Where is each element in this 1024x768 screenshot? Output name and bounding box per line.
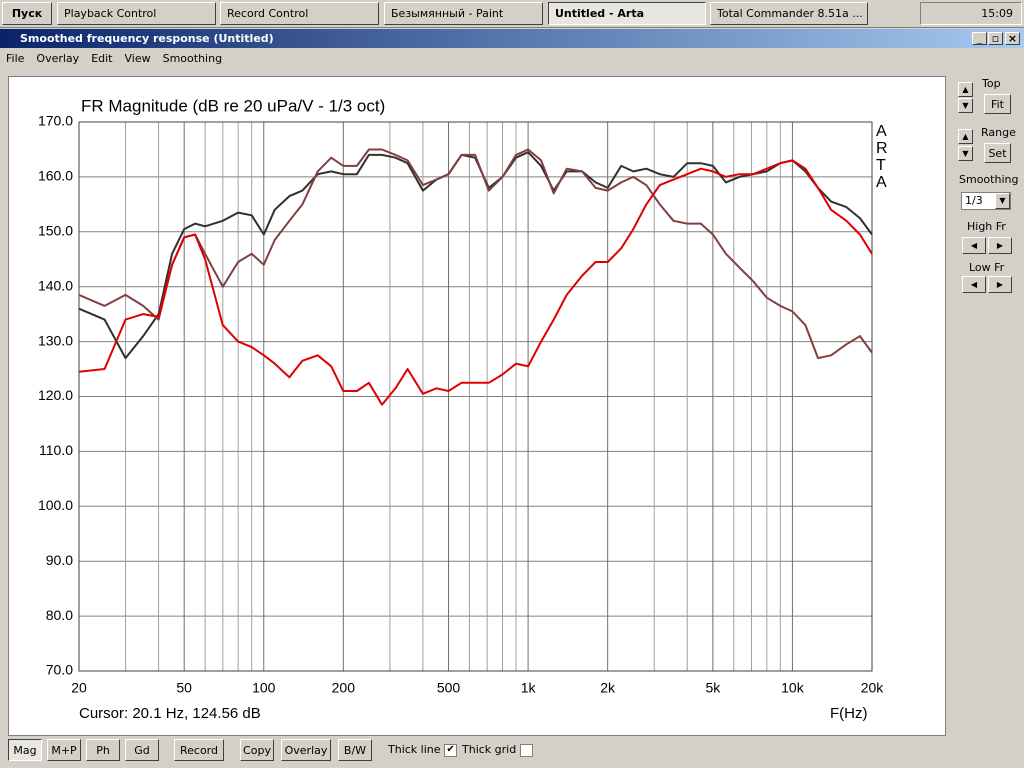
thick-line[interactable]: Thick line ✔ [388,743,458,757]
low-fr-label: Low Fr [969,261,1005,274]
series-line [78,148,873,360]
plot-frame [78,121,873,672]
series-line [78,151,873,360]
toolbar-button[interactable]: Mag [8,739,42,761]
low-fr-right[interactable]: ▶ [988,276,1012,293]
y-tick-label: 140.0 [38,277,73,293]
minimize[interactable]: _ [972,32,987,45]
smoothing-label: Smoothing [959,173,1019,186]
y-tick-label: 90.0 [46,552,73,568]
toolbar-button[interactable]: Copy [240,739,274,761]
set-button[interactable]: Set [984,143,1011,163]
menu-item[interactable]: View [124,51,151,65]
y-tick-label: 130.0 [38,332,73,348]
toolbar-button[interactable]: B/W [338,739,372,761]
window-title: Smoothed frequency response (Untitled) [20,32,274,45]
menu-item[interactable]: Overlay [36,51,80,65]
chart-title: FR Magnitude (dB re 20 uPa/V - 1/3 oct) [81,96,385,115]
cursor-readout: Cursor: 20.1 Hz, 124.56 dB [79,705,261,722]
range-label: Range [981,126,1016,139]
toolbar-button[interactable]: Gd [125,739,159,761]
thick-grid-label: Thick grid [462,743,517,756]
top-up[interactable]: ▲ [958,82,973,97]
y-tick-label: 170.0 [38,113,73,129]
taskbar: Пуск Playback Control Record Control Безым… [0,0,1024,28]
x-tick-label: 200 [332,680,356,696]
close[interactable]: × [1005,32,1020,45]
plot-panel [8,76,946,736]
range-up[interactable]: ▲ [958,129,973,144]
task-button[interactable]: Безымянный - Paint [384,2,543,25]
series-line [78,159,873,406]
toolbar-button[interactable]: Ph [86,739,120,761]
checkbox[interactable] [519,743,533,757]
task-button[interactable]: Total Commander 8.51a ... [710,2,868,25]
fit-button[interactable]: Fit [984,94,1011,114]
y-tick-label: 150.0 [38,223,73,239]
toolbar-button[interactable]: M+P [47,739,81,761]
toolbar-button[interactable]: Record [174,739,224,761]
x-tick-label: 500 [437,680,461,696]
restore[interactable]: ▫ [988,32,1003,45]
checkbox[interactable]: ✔ [444,743,458,757]
task-button[interactable]: Untitled - Arta [548,2,706,25]
watermark: ARTA [876,123,888,191]
task-button[interactable]: Record Control [220,2,379,25]
top-down[interactable]: ▼ [958,98,973,113]
high-fr-left[interactable]: ◀ [962,237,986,254]
y-tick-label: 100.0 [38,497,73,513]
clock: 15:09 [981,7,1013,20]
menu-item[interactable]: File [6,51,25,65]
menu-item[interactable]: Edit [91,51,113,65]
x-tick-label: 50 [176,680,192,696]
thick-grid[interactable]: Thick grid [462,743,533,757]
x-tick-label: 20 [71,680,87,696]
task-button[interactable]: Playback Control [57,2,216,25]
x-tick-label: 100 [252,680,276,696]
high-fr-right[interactable]: ▶ [988,237,1012,254]
dropdown-arrow[interactable]: ▼ [995,193,1010,209]
y-tick-label: 120.0 [38,387,73,403]
high-fr-label: High Fr [967,220,1006,233]
start-button[interactable]: Пуск [2,2,52,25]
range-down[interactable]: ▼ [958,146,973,161]
tray: 15:09 [920,2,1022,25]
y-tick-label: 80.0 [46,607,73,623]
y-tick-label: 110.0 [39,442,73,458]
x-tick-label: 10k [781,680,805,696]
menu-item[interactable]: Smoothing [162,51,223,65]
y-tick-label: 70.0 [46,662,73,678]
smoothing-value: 1/3 [965,194,983,207]
top-label: Top [982,77,1001,90]
x-tick-label: 20k [861,680,885,696]
x-tick-label: 1k [521,680,537,696]
smoothing-select[interactable]: 1/3 ▼ [961,192,1011,210]
title-bar: Smoothed frequency response (Untitled) _… [0,29,1024,48]
x-axis-label: F(Hz) [830,705,868,722]
thick-line-label: Thick line [388,743,441,756]
y-tick-label: 160.0 [38,168,73,184]
menu-bar: File Overlay Edit View Smoothing [0,49,1024,67]
x-tick-label: 5k [705,680,721,696]
x-tick-label: 2k [600,680,616,696]
low-fr-left[interactable]: ◀ [962,276,986,293]
toolbar-button[interactable]: Overlay [281,739,331,761]
